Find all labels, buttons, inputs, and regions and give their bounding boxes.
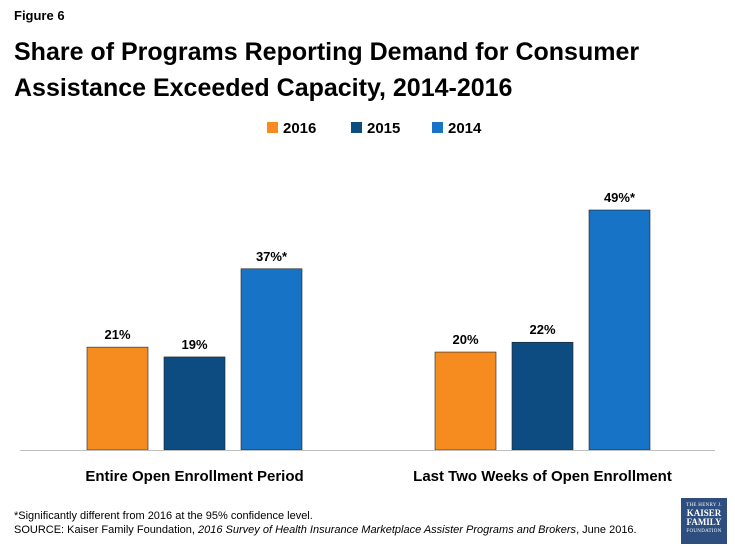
legend-swatch-2016 <box>267 122 278 133</box>
legend-label-2016: 2016 <box>283 120 316 137</box>
source-title: 2016 Survey of Health Insurance Marketpl… <box>198 524 577 536</box>
title-line-2: Assistance Exceeded Capacity, 2014-2016 <box>14 74 513 102</box>
data-label-2014-1: 37%* <box>256 249 288 264</box>
logo-line-3: FAMILY <box>686 517 722 527</box>
legend-swatch-2015 <box>351 122 362 133</box>
logo-line-1: THE HENRY J. <box>686 503 722 508</box>
significance-note: *Significantly different from 2016 at th… <box>14 510 313 522</box>
kff-logo: THE HENRY J. KAISER FAMILY FOUNDATION <box>681 498 727 544</box>
bar-2015-1 <box>163 356 226 451</box>
source-suffix: , June 2016. <box>576 524 637 536</box>
source-note: SOURCE: Kaiser Family Foundation, 2016 S… <box>14 523 664 537</box>
legend-label-2014: 2014 <box>448 120 482 137</box>
legend-label-2015: 2015 <box>367 120 400 137</box>
legend-swatch-2014 <box>432 122 443 133</box>
chart-title: Share of Programs Reporting Demand for C… <box>14 34 714 106</box>
data-label-2016-2: 20% <box>452 332 478 347</box>
bar-2016-1 <box>86 346 149 451</box>
bar-2016-2 <box>434 351 497 451</box>
logo-line-2: KAISER <box>686 508 722 518</box>
bar-2015-2 <box>511 341 574 451</box>
data-label-2016-1: 21% <box>104 327 130 342</box>
bar-2014-2 <box>588 209 651 451</box>
footnote: *Significantly different from 2016 at th… <box>14 509 664 537</box>
data-label-2014-2: 49%* <box>604 190 636 205</box>
bar-chart: 2016 2015 2014 21% 19% 37%* Entire Open Enroll… <box>20 120 715 485</box>
category-label-2: Last Two Weeks of Open Enrollment <box>413 468 672 485</box>
data-label-2015-2: 22% <box>529 322 555 337</box>
logo-line-4: FOUNDATION <box>686 529 722 534</box>
source-prefix: SOURCE: Kaiser Family Foundation, <box>14 524 199 536</box>
bar-2014-1 <box>240 268 303 451</box>
data-label-2015-1: 19% <box>181 337 207 352</box>
figure-label: Figure 6 <box>14 8 65 23</box>
title-line-1: Share of Programs Reporting Demand for C… <box>14 38 640 66</box>
category-label-1: Entire Open Enrollment Period <box>85 468 303 485</box>
